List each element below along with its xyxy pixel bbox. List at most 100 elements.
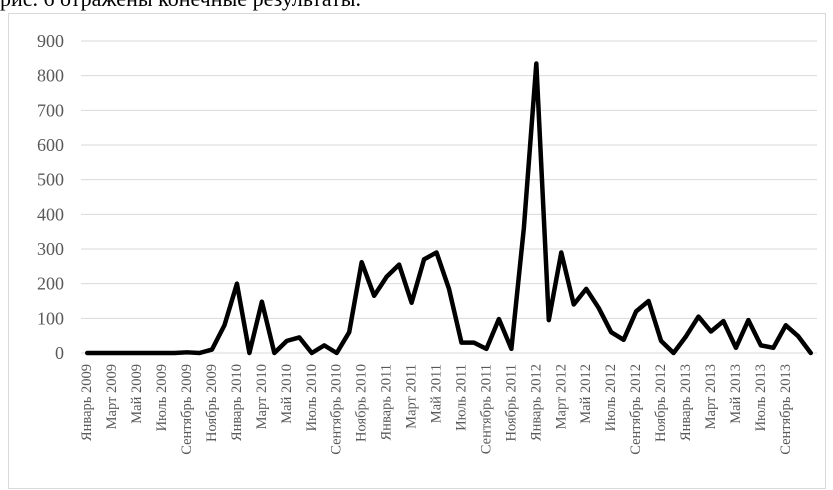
x-tick-label: Январь 2010	[229, 364, 245, 441]
x-tick-label: Сентябрь 2012	[628, 364, 644, 455]
series-line	[84, 61, 814, 356]
x-tick-label: Январь 2011	[379, 364, 395, 440]
x-tick-label: Ноябрь 2011	[503, 364, 519, 441]
y-tick-label: 400	[37, 204, 64, 224]
x-tick-label: Январь 2009	[79, 364, 95, 441]
y-tick-label: 700	[37, 100, 64, 120]
data-point	[198, 351, 202, 355]
chart-area: 0 100 200 300 400 500 600 700 800 900 Январь 2009 М…	[8, 13, 826, 489]
x-tick-label: Июль 2011	[453, 364, 469, 431]
data-point	[210, 348, 214, 352]
x-tick-label: Январь 2012	[528, 364, 544, 441]
data-point	[435, 250, 439, 254]
data-point	[522, 226, 526, 230]
data-point	[335, 351, 339, 355]
data-point	[322, 343, 326, 347]
data-point	[809, 351, 813, 355]
data-point	[372, 294, 376, 298]
data-point	[609, 330, 613, 334]
x-tick-label: Май 2013	[728, 364, 744, 424]
data-point	[310, 351, 314, 355]
data-point	[410, 301, 414, 305]
data-point	[584, 287, 588, 291]
y-tick-label: 500	[37, 170, 64, 190]
data-point	[447, 287, 451, 291]
line-chart: 0 100 200 300 400 500 600 700 800 900 Январь 2009 М…	[37, 31, 817, 455]
data-point	[185, 350, 189, 354]
data-point	[297, 335, 301, 339]
data-point	[272, 351, 276, 355]
data-point	[659, 339, 663, 343]
y-tick-label: 600	[37, 135, 64, 155]
data-point	[509, 347, 513, 351]
data-point	[285, 339, 289, 343]
x-tick-label: Март 2010	[254, 364, 270, 429]
data-point	[721, 319, 725, 323]
data-point	[672, 351, 676, 355]
data-point	[397, 263, 401, 267]
data-point	[696, 315, 700, 319]
data-point	[746, 318, 750, 322]
data-point	[247, 351, 251, 355]
data-point	[597, 306, 601, 310]
data-point	[123, 351, 127, 355]
data-point	[484, 347, 488, 351]
x-tick-label: Июль 2010	[304, 364, 320, 431]
y-tick-label: 900	[37, 31, 64, 51]
x-tick-label: Май 2009	[129, 364, 145, 424]
x-tick-label: Май 2011	[429, 364, 445, 423]
x-tick-label: Сентябрь 2011	[478, 364, 494, 454]
x-tick-label: Сентябрь 2010	[329, 364, 345, 455]
data-point	[734, 346, 738, 350]
x-tick-label: Март 2013	[703, 364, 719, 429]
x-tick-label: Сентябрь 2013	[778, 364, 794, 455]
data-point	[472, 341, 476, 345]
data-point	[85, 351, 89, 355]
y-tick-label: 800	[37, 66, 64, 86]
y-tick-label: 200	[37, 274, 64, 294]
data-point	[173, 351, 177, 355]
x-tick-label: Сентябрь 2009	[179, 364, 195, 455]
x-tick-label: Май 2012	[578, 364, 594, 424]
y-tick-label: 300	[37, 239, 64, 259]
data-point	[534, 62, 538, 66]
data-point	[385, 275, 389, 279]
x-tick-label: Ноябрь 2012	[653, 364, 669, 442]
y-tick-label: 100	[37, 308, 64, 328]
data-point	[260, 300, 264, 304]
data-point	[771, 346, 775, 350]
x-tick-label: Июль 2009	[154, 364, 170, 431]
data-point	[684, 334, 688, 338]
intro-text: рис. 6 отражены конечные результаты.	[0, 0, 361, 12]
x-tick-label: Июль 2013	[753, 364, 769, 431]
data-point	[459, 341, 463, 345]
x-tick-label: Январь 2013	[678, 364, 694, 441]
data-point	[497, 317, 501, 321]
data-point	[784, 323, 788, 327]
data-point	[634, 309, 638, 313]
data-point	[222, 323, 226, 327]
data-point	[647, 299, 651, 303]
data-point	[547, 318, 551, 322]
data-point	[135, 351, 139, 355]
data-point	[422, 257, 426, 261]
data-point	[235, 282, 239, 286]
data-point	[622, 338, 626, 342]
x-tick-label: Март 2011	[404, 364, 420, 429]
data-point	[98, 351, 102, 355]
x-tick-label: Март 2012	[553, 364, 569, 429]
x-tick-label: Ноябрь 2009	[204, 364, 220, 442]
data-point	[347, 330, 351, 334]
x-tick-label: Ноябрь 2010	[354, 364, 370, 442]
data-point	[759, 343, 763, 347]
data-point	[160, 351, 164, 355]
data-point	[360, 260, 364, 264]
x-tick-label: Июль 2012	[603, 364, 619, 431]
data-point	[796, 334, 800, 338]
data-point	[110, 351, 114, 355]
data-point	[572, 302, 576, 306]
data-point	[709, 330, 713, 334]
x-tick-label: Март 2009	[104, 364, 120, 429]
y-tick-label: 0	[55, 343, 64, 363]
